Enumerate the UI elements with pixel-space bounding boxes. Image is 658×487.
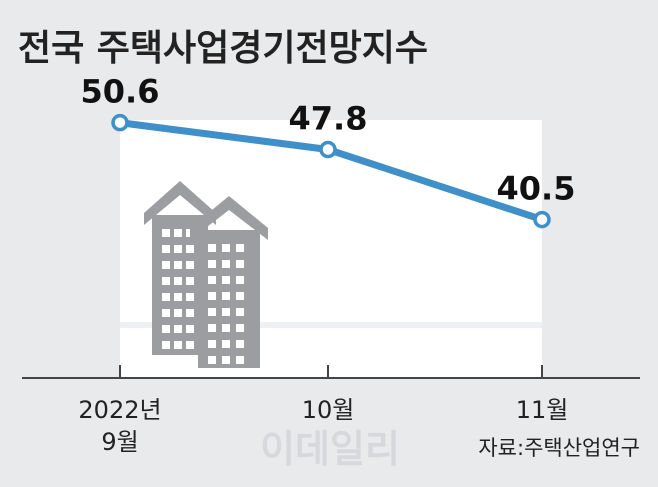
data-point-2: [533, 210, 551, 229]
x-tick-label-1-0: 10월: [302, 396, 355, 424]
chart-title: 전국 주택사업경기전망지수: [18, 28, 428, 69]
value-label-2: 40.5: [497, 170, 576, 208]
plot-band: [120, 322, 542, 328]
x-axis-tick-labels: 2022년 9월 10월 11월: [78, 396, 568, 456]
x-axis-ticks: [119, 365, 543, 378]
source-label: 자료:주택산업연구: [478, 436, 640, 460]
value-label-0: 50.6: [81, 73, 160, 111]
data-point-0: [111, 113, 129, 132]
value-labels: 50.6 47.8 40.5: [81, 73, 576, 208]
x-tick-label-0-0: 2022년: [78, 396, 161, 424]
value-label-1: 47.8: [289, 100, 368, 138]
x-tick-label-2-0: 11월: [516, 396, 569, 424]
series-markers: [111, 113, 551, 229]
x-tick-label-0-1: 9월: [101, 428, 138, 456]
apartment-building-icon: [144, 181, 268, 368]
watermark: 이데일리: [260, 427, 400, 471]
data-point-1: [319, 140, 337, 159]
